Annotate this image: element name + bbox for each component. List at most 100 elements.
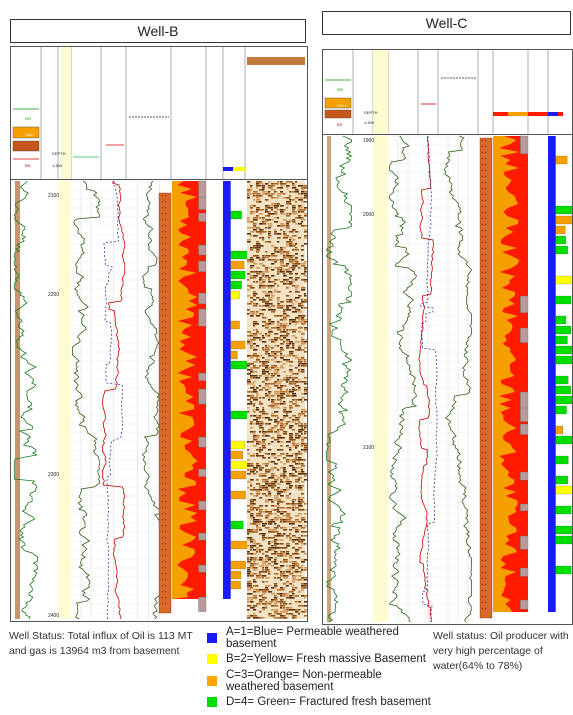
borehole-image-px — [283, 327, 287, 329]
legend-item-orange: C=3=Orange= Non-permeable weathered base… — [207, 669, 437, 693]
borehole-image-px — [277, 567, 280, 569]
borehole-image-px — [253, 523, 257, 525]
borehole-image-px — [262, 407, 265, 409]
borehole-image-px — [274, 499, 277, 501]
borehole-image-px — [268, 191, 271, 193]
borehole-image-px — [289, 481, 292, 483]
borehole-image-px — [277, 435, 282, 437]
lithology-pattern: + + — [481, 528, 487, 533]
borehole-image-px — [304, 425, 307, 427]
borehole-image-px — [277, 303, 281, 305]
borehole-image-px — [268, 195, 273, 197]
borehole-image-px — [280, 547, 284, 549]
borehole-image-px — [271, 339, 274, 341]
borehole-image-px — [283, 477, 286, 479]
borehole-image-px — [274, 405, 279, 407]
borehole-image-px — [280, 263, 284, 265]
cali-label: CALI — [337, 103, 346, 108]
borehole-image-px — [301, 397, 306, 399]
borehole-image-px — [271, 347, 274, 349]
borehole-image-px — [268, 185, 273, 187]
borehole-image-px — [295, 553, 300, 555]
borehole-image-px — [280, 393, 285, 395]
borehole-image-px — [247, 571, 252, 573]
borehole-image-px — [292, 441, 295, 443]
lithology-pattern: + + — [161, 505, 167, 510]
borehole-image-px — [289, 603, 292, 605]
borehole-image-px — [301, 501, 305, 503]
borehole-image-px — [253, 375, 258, 377]
borehole-image-px — [259, 511, 264, 513]
borehole-image-px — [298, 575, 302, 577]
borehole-image-px — [253, 409, 256, 411]
lithology-pattern: + + — [161, 403, 167, 408]
borehole-image-px — [277, 187, 282, 189]
borehole-image-px — [286, 477, 289, 479]
borehole-image-px — [298, 319, 302, 321]
borehole-image-px — [277, 329, 282, 331]
borehole-image-px — [262, 607, 266, 609]
borehole-image-px — [289, 439, 293, 441]
borehole-image-px — [262, 535, 266, 537]
borehole-image-px — [283, 363, 286, 365]
borehole-image-px — [274, 369, 278, 371]
image-scale-bar — [247, 57, 305, 65]
borehole-image-px — [274, 197, 279, 199]
borehole-image-px — [253, 195, 256, 197]
borehole-image-px — [280, 481, 285, 483]
borehole-image-px — [277, 417, 280, 419]
borehole-image-px — [280, 325, 284, 327]
borehole-image-px — [262, 271, 267, 273]
borehole-image-px — [295, 357, 300, 359]
borehole-image-px — [253, 433, 256, 435]
lithology-pattern: + + — [161, 463, 167, 468]
borehole-image-px — [277, 193, 282, 195]
borehole-image-px — [295, 355, 298, 357]
borehole-image-px — [298, 461, 301, 463]
lithology-pattern: + + — [481, 558, 487, 563]
borehole-image-px — [301, 209, 305, 211]
class-track-block — [555, 225, 566, 235]
borehole-image-px — [259, 415, 262, 417]
lithology-pattern: + + — [481, 336, 487, 341]
well-c-header-graphic — [323, 50, 572, 134]
borehole-image-px — [253, 419, 258, 421]
lithology-pattern: + + — [481, 498, 487, 503]
borehole-image-px — [280, 193, 284, 195]
borehole-image-px — [277, 325, 280, 327]
lithology-pattern: + + — [161, 289, 167, 294]
borehole-image-px — [256, 271, 259, 273]
borehole-image-px — [265, 395, 270, 397]
well-b-log-panel: + + + + + + + + + + + + + + + + + + + + + + + + + + +… — [10, 46, 308, 622]
borehole-image-px — [289, 241, 293, 243]
borehole-image-px — [301, 539, 306, 541]
borehole-image-px — [256, 345, 260, 347]
borehole-image-px — [298, 605, 302, 607]
borehole-image-px — [268, 267, 272, 269]
borehole-image-px — [271, 415, 276, 417]
borehole-image-px — [301, 225, 306, 227]
borehole-image-px — [271, 321, 275, 323]
borehole-image-px — [250, 567, 255, 569]
borehole-image-px — [256, 491, 261, 493]
borehole-image-px — [253, 275, 258, 277]
class-track-blue — [548, 136, 556, 612]
borehole-image-px — [304, 225, 307, 227]
borehole-image-px — [250, 557, 254, 559]
borehole-image-px — [265, 361, 270, 363]
borehole-image-px — [298, 295, 302, 297]
borehole-image-px — [274, 485, 277, 487]
borehole-image-px — [295, 243, 298, 245]
borehole-image-px — [295, 527, 299, 529]
borehole-image-px — [304, 365, 307, 367]
borehole-image-px — [268, 205, 271, 207]
borehole-image-px — [286, 295, 290, 297]
borehole-image-px — [283, 209, 286, 211]
borehole-image-px — [292, 547, 296, 549]
borehole-image-px — [271, 295, 275, 297]
borehole-image-px — [253, 581, 257, 583]
borehole-image-px — [277, 271, 281, 273]
borehole-image-px — [250, 391, 255, 393]
borehole-image-px — [259, 209, 264, 211]
borehole-image-px — [247, 279, 250, 281]
